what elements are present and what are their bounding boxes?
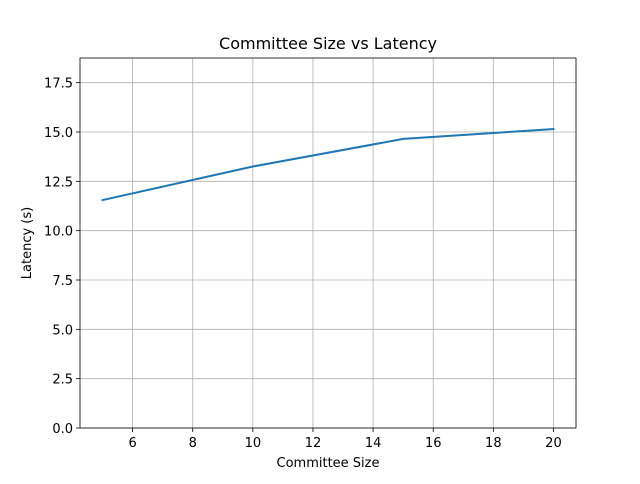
x-axis-label: Committee Size (277, 456, 380, 471)
x-tick-label: 20 (545, 436, 562, 451)
y-axis-label: Latency (s) (20, 207, 35, 279)
x-tick-label: 16 (425, 436, 442, 451)
plot-frame (79, 57, 577, 429)
x-tick-label: 14 (365, 436, 382, 451)
x-tick-label: 10 (245, 436, 262, 451)
y-tick-label: 0.0 (52, 422, 73, 437)
grid-lines (80, 58, 576, 429)
y-axis-ticks: 0.0 2.5 5.0 7.5 10.0 12.5 15.0 17.5 (44, 77, 80, 437)
y-tick-label: 2.5 (52, 373, 73, 388)
y-tick-label: 10.0 (44, 225, 73, 240)
y-tick-label: 17.5 (44, 77, 73, 92)
x-tick-label: 8 (189, 436, 197, 451)
y-tick-label: 7.5 (52, 274, 73, 289)
x-tick-label: 18 (485, 436, 502, 451)
chart-title: Committee Size vs Latency (219, 34, 437, 53)
x-axis-ticks: 6 8 10 12 14 16 18 20 (128, 428, 562, 451)
series-layer (101, 127, 555, 202)
x-tick-label: 6 (128, 436, 136, 451)
y-tick-label: 12.5 (44, 175, 73, 190)
x-tick-label: 12 (305, 436, 322, 451)
y-tick-label: 5.0 (52, 323, 73, 338)
series-line (101, 127, 555, 202)
y-tick-label: 15.0 (44, 126, 73, 141)
